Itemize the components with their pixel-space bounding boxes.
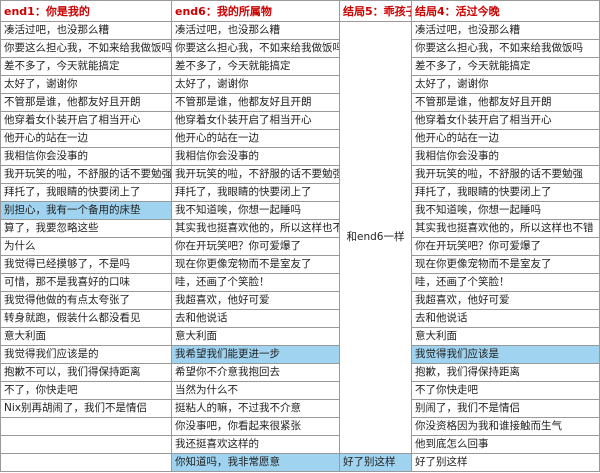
table-cell: Nix别再胡闹了，我们不是情侣	[0, 400, 172, 418]
table-cell: 不了你快走吧	[412, 382, 600, 400]
table-cell: 转身就跑，假装什么都没看见	[0, 310, 172, 328]
table-cell: 好了别这样	[340, 454, 412, 472]
table-cell: 我开玩笑的啦，不舒服的话不要勉强	[412, 166, 600, 184]
table-cell: 好了别这样	[412, 454, 600, 472]
table-cell: 你要这么担心我，不如来给我做饭吗	[0, 40, 172, 58]
table-cell: 意大利面	[0, 328, 172, 346]
table-cell: 别闹了，我们不是情侣	[412, 400, 600, 418]
table-cell: 意大利面	[172, 328, 340, 346]
table-cell: 去和他说话	[412, 310, 600, 328]
table-cell: 太好了，谢谢你	[172, 76, 340, 94]
table-cell: 他穿着女仆装开启了相当开心	[172, 112, 340, 130]
table-cell: 他到底怎么回事	[412, 436, 600, 454]
table-cell: 现在你更像宠物而不是室友了	[412, 256, 600, 274]
table-cell: 当然为什么不	[172, 382, 340, 400]
table-cell: 我觉得他做的有点太夸张了	[0, 292, 172, 310]
merged-cell: 和end6一样	[340, 22, 412, 454]
header-cell: 结局4：活过今晚	[412, 0, 600, 22]
table-cell: 我超喜欢，他好可爱	[172, 292, 340, 310]
table-cell: 他穿着女仆装开启了相当开心	[0, 112, 172, 130]
table-cell: 我相信你会没事的	[412, 148, 600, 166]
header-cell: end6：我的所属物	[172, 0, 340, 22]
table-cell: 凑活过吧，也没那么糟	[172, 22, 340, 40]
table-cell: 他穿着女仆装开启了相当开心	[412, 112, 600, 130]
table-cell: 我开玩笑的啦，不舒服的话不要勉强	[172, 166, 340, 184]
table-cell: 我觉得已经摸够了，不是吗	[0, 256, 172, 274]
table-cell: 其实我也挺喜欢他的，所以这样也不错	[172, 220, 340, 238]
table-cell: 拜托了，我眼睛的快要闭上了	[0, 184, 172, 202]
table-cell: 我超喜欢，他好可爱	[412, 292, 600, 310]
table-cell: 我不知道唉，你想一起睡吗	[412, 202, 600, 220]
table-cell: 太好了，谢谢你	[0, 76, 172, 94]
table-cell: 他开心的站在一边	[172, 130, 340, 148]
table-cell: 不管那是谁，他都友好且开朗	[0, 94, 172, 112]
table-cell: 我相信你会没事的	[172, 148, 340, 166]
table-cell: 他开心的站在一边	[0, 130, 172, 148]
table-cell: 去和他说话	[172, 310, 340, 328]
table-cell: 哇，还画了个笑脸！	[412, 274, 600, 292]
table-cell: 不管那是谁，他都友好且开朗	[412, 94, 600, 112]
table-cell: 你在开玩笑吧？你可爱爆了	[172, 238, 340, 256]
table-cell	[0, 454, 172, 472]
table-cell: 我觉得我们应该是	[412, 346, 600, 364]
header-cell: 结局5：乖孩子	[340, 0, 412, 22]
table-cell: 你没事吧，你看起来很紧张	[172, 418, 340, 436]
table-cell: 哇，还画了个笑脸！	[172, 274, 340, 292]
table-cell	[0, 436, 172, 454]
table-cell: 可惜，那不是我喜好的口味	[0, 274, 172, 292]
header-cell: end1：你是我的	[0, 0, 172, 22]
table-cell: 我还挺喜欢这样的	[172, 436, 340, 454]
table-cell: 不管那是谁，他都友好且开朗	[172, 94, 340, 112]
table-cell: 拜托了，我眼睛的快要闭上了	[172, 184, 340, 202]
table-cell: 希望你不介意我抱回去	[172, 364, 340, 382]
table-cell: 不了，你快走吧	[0, 382, 172, 400]
table-cell: 我开玩笑的啦，不舒服的话不要勉强	[0, 166, 172, 184]
table-cell: 别担心，我有一个备用的床垫	[0, 202, 172, 220]
table-cell: 你在开玩笑吧？你可爱爆了	[412, 238, 600, 256]
table-cell: 凑活过吧，也没那么糟	[412, 22, 600, 40]
table-cell: 你没资格因为我和谁接触而生气	[412, 418, 600, 436]
table-cell: 他开心的站在一边	[412, 130, 600, 148]
table-cell	[0, 418, 172, 436]
table-cell: 凑活过吧，也没那么糟	[0, 22, 172, 40]
table-cell: 意大利面	[412, 328, 600, 346]
table-cell: 拜托了，我眼睛的快要闭上了	[412, 184, 600, 202]
table-cell: 抱歉，我们得保持距离	[412, 364, 600, 382]
table-cell: 差不多了，今天就能搞定	[172, 58, 340, 76]
table-cell: 你知道吗，我非常愿意	[172, 454, 340, 472]
table-cell: 算了，我要忽略这些	[0, 220, 172, 238]
table-cell: 我不知道唉，你想一起睡吗	[172, 202, 340, 220]
table-cell: 其实我也挺喜欢他的，所以这样也不错	[412, 220, 600, 238]
table-cell: 你要这么担心我，不如来给我做饭吗	[172, 40, 340, 58]
table-cell: 差不多了，今天就能搞定	[0, 58, 172, 76]
table-cell: 我希望我们能更进一步	[172, 346, 340, 364]
table-cell: 太好了，谢谢你	[412, 76, 600, 94]
table-cell: 你要这么担心我，不如来给我做饭吗	[412, 40, 600, 58]
table-cell: 我觉得我们应该是的	[0, 346, 172, 364]
table-cell: 差不多了，今天就能搞定	[412, 58, 600, 76]
table-cell: 抱歉不可以，我们得保持距离	[0, 364, 172, 382]
table-cell: 为什么	[0, 238, 172, 256]
table-cell: 挺粘人的嘛，不过我不介意	[172, 400, 340, 418]
table-cell: 现在你更像宠物而不是室友了	[172, 256, 340, 274]
table-cell: 我相信你会没事的	[0, 148, 172, 166]
